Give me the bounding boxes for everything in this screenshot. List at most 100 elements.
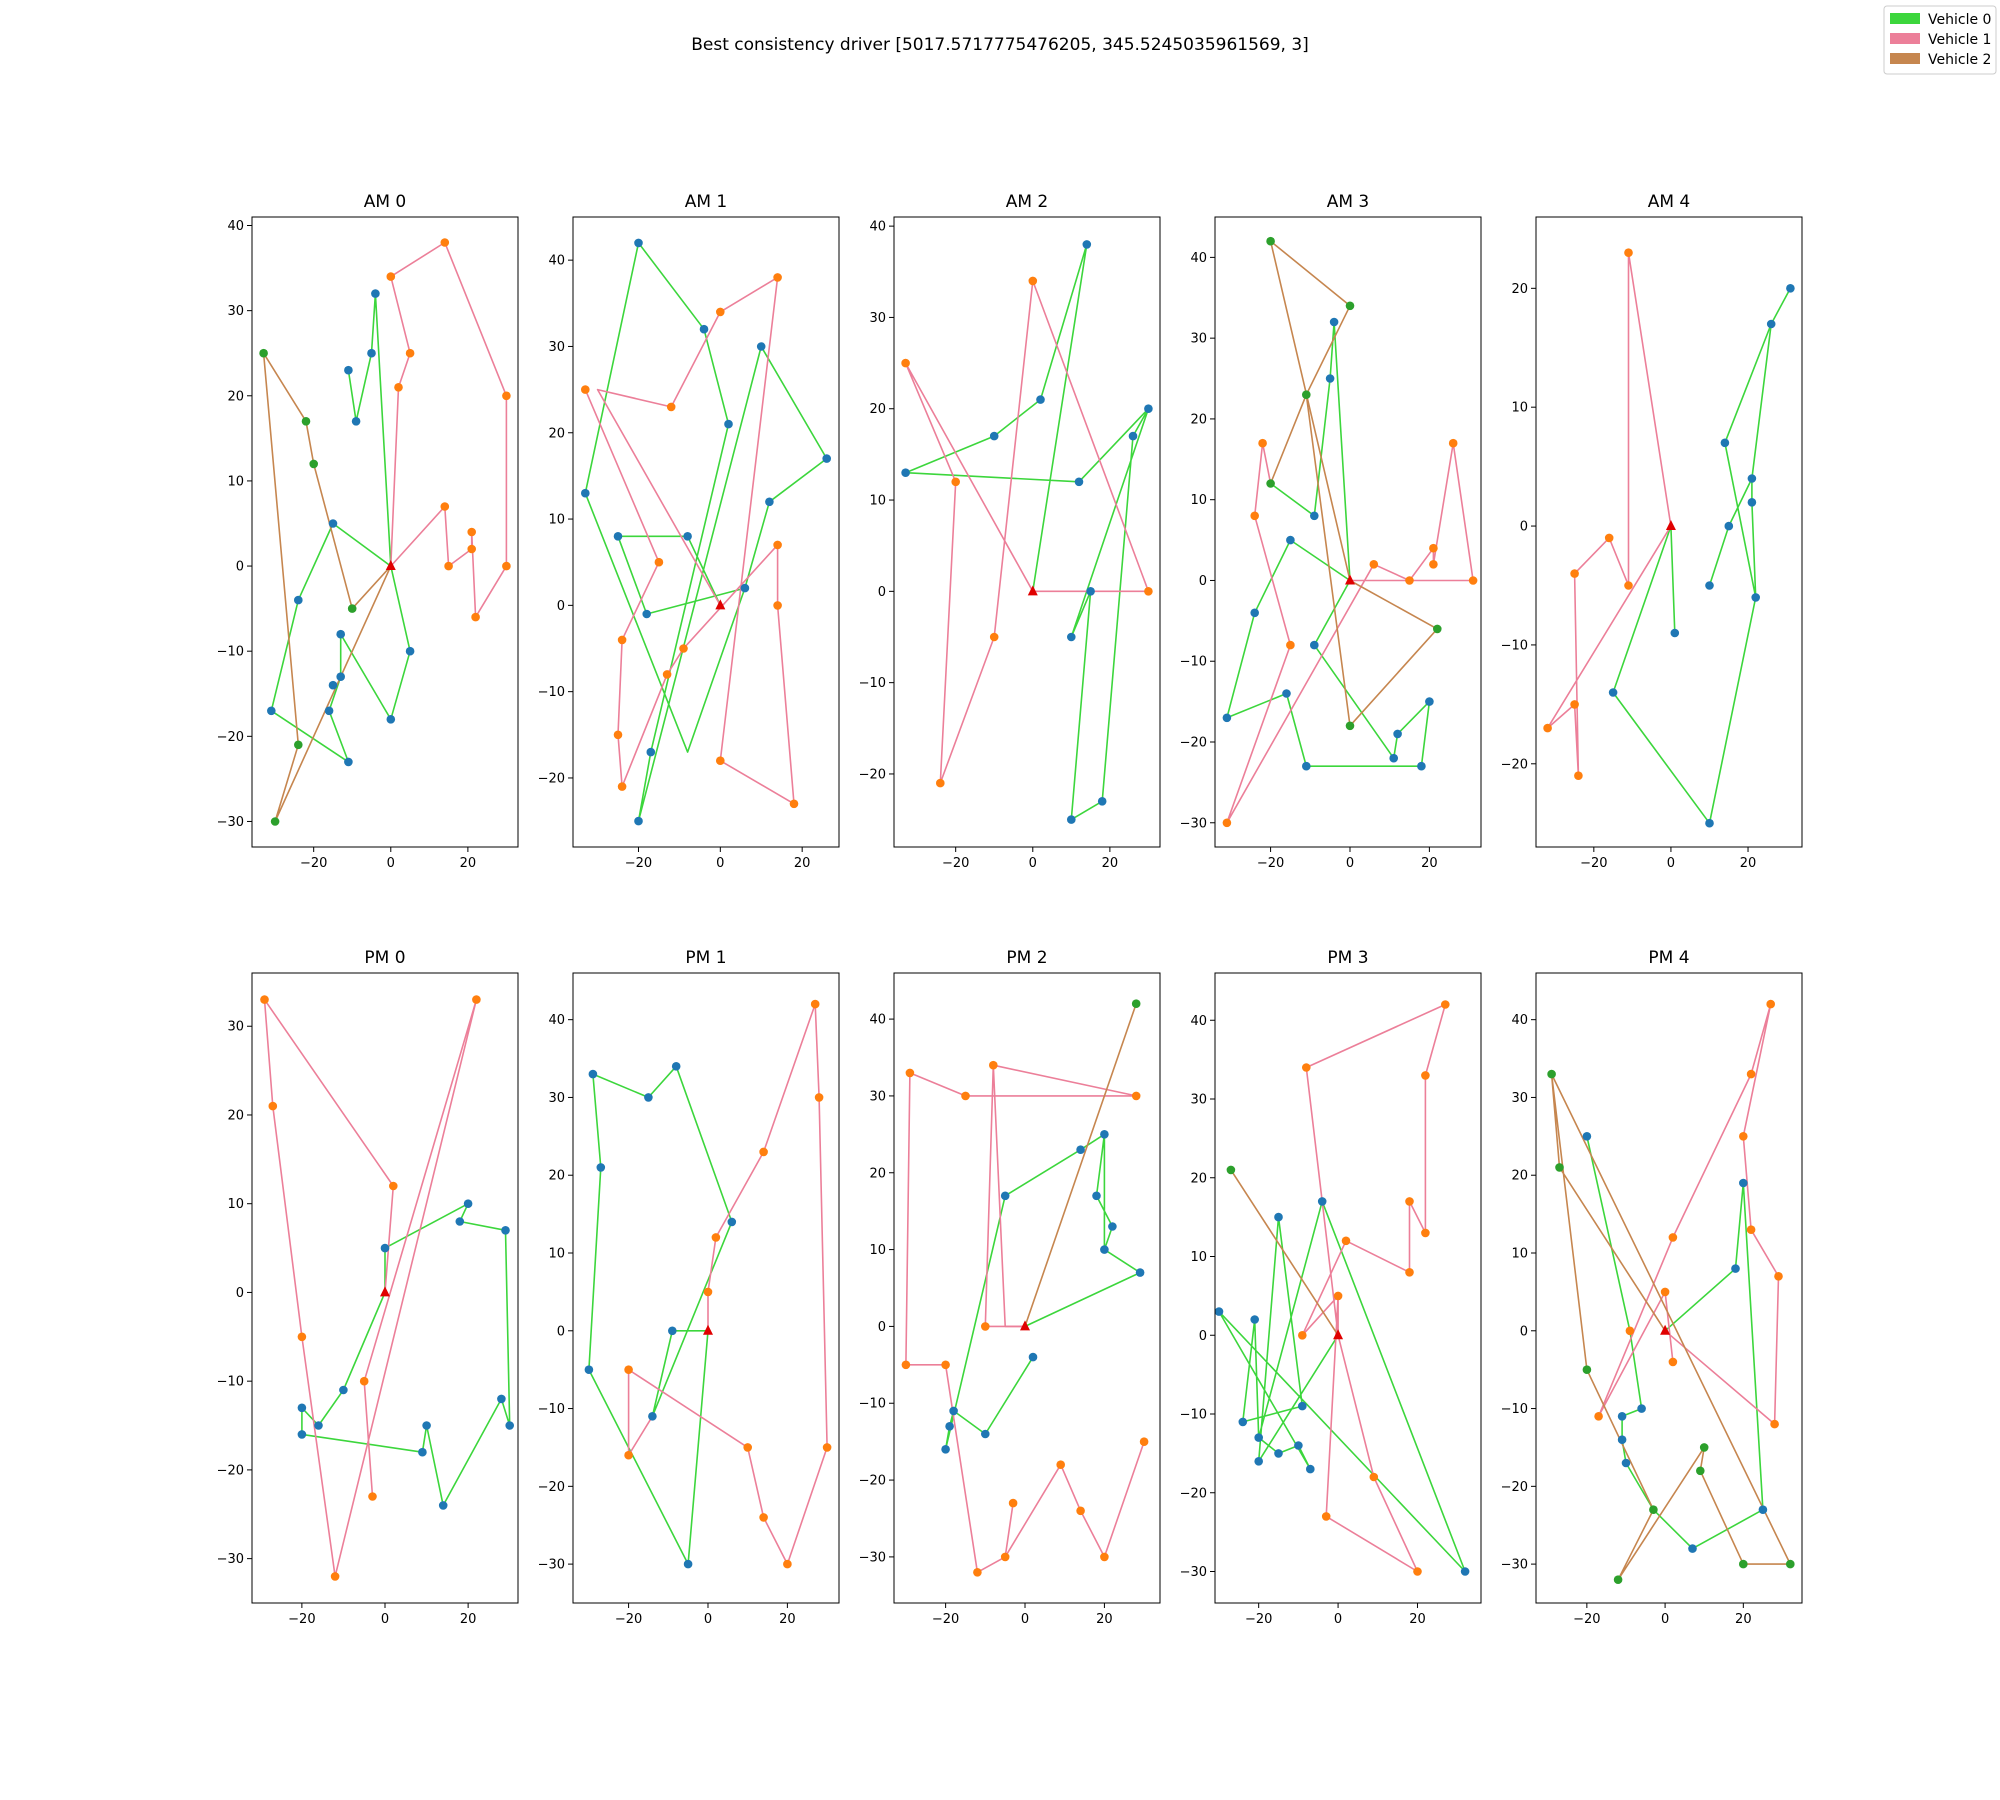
- customer-point: [743, 1443, 752, 1452]
- customer-point: [1441, 1000, 1450, 1009]
- customer-point: [648, 1412, 657, 1421]
- customer-point: [1310, 511, 1319, 521]
- customer-point: [1460, 1567, 1470, 1576]
- customer-point: [716, 756, 725, 765]
- x-tick-label: 20: [1102, 856, 1119, 871]
- customer-point: [1000, 1552, 1010, 1562]
- subplot-frame: [572, 972, 840, 1604]
- x-tick-label: −20: [942, 856, 969, 871]
- subplot-title: PM 4: [1648, 948, 1689, 968]
- customer-point: [1056, 1460, 1065, 1469]
- customer-point: [1274, 1449, 1283, 1458]
- customer-point: [1393, 729, 1402, 739]
- customer-point: [1724, 521, 1734, 531]
- x-tick-label: 20: [460, 856, 477, 871]
- customer-point: [644, 1093, 653, 1102]
- customer-point: [1345, 301, 1355, 311]
- y-tick-label: 0: [557, 1324, 565, 1339]
- customer-point: [418, 1447, 427, 1457]
- x-tick-label: −20: [1580, 856, 1607, 871]
- y-tick-label: 20: [1190, 1171, 1207, 1186]
- customer-point: [1751, 593, 1760, 602]
- customer-point: [339, 1385, 348, 1395]
- customer-point: [344, 757, 353, 767]
- customer-point: [1739, 1178, 1748, 1188]
- customer-point: [1226, 1165, 1236, 1175]
- x-tick-label: −20: [615, 1612, 642, 1627]
- y-tick-label: 30: [548, 1091, 565, 1106]
- route-vehicle-0: [1586, 1135, 1764, 1550]
- y-tick-label: 30: [548, 340, 565, 355]
- customer-point: [666, 402, 676, 412]
- customer-point: [1302, 1063, 1311, 1072]
- customer-point: [1341, 1236, 1351, 1246]
- legend: Vehicle 0 Vehicle 1 Vehicle 2: [1883, 5, 1997, 75]
- customer-point: [467, 544, 477, 554]
- x-tick-label: 20: [460, 1612, 477, 1627]
- customer-point: [613, 532, 623, 541]
- customer-point: [1254, 1433, 1263, 1442]
- customer-point: [1405, 1197, 1414, 1206]
- customer-point: [1582, 1132, 1592, 1141]
- y-tick-label: 20: [869, 402, 886, 417]
- y-tick-label: −30: [859, 1550, 886, 1565]
- customer-point: [1000, 1191, 1010, 1201]
- customer-point: [1574, 771, 1583, 780]
- subplot-frame: [572, 216, 840, 848]
- customer-point: [1660, 1287, 1670, 1297]
- depot-marker: [1333, 1329, 1344, 1340]
- customer-point: [1417, 761, 1426, 771]
- customer-point: [502, 391, 511, 401]
- customer-point: [989, 632, 999, 642]
- customer-point: [624, 1450, 633, 1460]
- customer-point: [1389, 753, 1398, 763]
- x-tick-label: 0: [716, 856, 724, 871]
- customer-point: [1144, 587, 1153, 596]
- customer-point: [1758, 1505, 1768, 1514]
- customer-point: [472, 995, 481, 1004]
- customer-point: [1294, 1441, 1303, 1450]
- customer-point: [1774, 1272, 1783, 1281]
- customer-point: [1766, 319, 1776, 329]
- customer-point: [422, 1421, 431, 1430]
- y-tick-label: 30: [1190, 1093, 1207, 1108]
- y-tick-label: −30: [1501, 1558, 1528, 1573]
- customer-point: [386, 272, 396, 281]
- customer-point: [1570, 700, 1579, 709]
- customer-point: [1617, 1412, 1627, 1421]
- customer-point: [394, 383, 403, 392]
- customer-point: [679, 644, 688, 653]
- x-tick-label: 0: [1021, 1612, 1029, 1627]
- y-tick-label: −20: [859, 767, 886, 782]
- y-tick-label: 20: [1511, 282, 1528, 297]
- customer-point: [347, 604, 357, 613]
- subplot-frame: [893, 216, 1161, 848]
- customer-point: [773, 273, 782, 282]
- customer-point: [945, 1422, 954, 1431]
- subplot-am-3: AM 3 −20 0 20 −30 −20 −10 0 10 20 30 40: [1180, 192, 1482, 871]
- y-tick-label: 10: [1190, 493, 1207, 508]
- x-tick-label: 0: [381, 1612, 389, 1627]
- customer-point: [1786, 1559, 1795, 1569]
- customer-point: [1214, 1307, 1224, 1316]
- customer-point: [765, 497, 774, 507]
- y-tick-label: −10: [217, 645, 244, 660]
- customer-point: [683, 1559, 693, 1569]
- y-tick-label: 10: [548, 513, 565, 528]
- customer-point: [371, 289, 380, 298]
- subplot-pm-3: PM 3 −20 0 20 −30 −20 −10 0 10 20 30 40: [1180, 948, 1482, 1627]
- y-tick-label: −10: [538, 685, 565, 700]
- customer-point: [1310, 640, 1319, 650]
- subplot-grid: AM 0 −20 0 20 −30 −20 −10 0 10 20 30 40 AM 1 −20 0 20 −2…: [217, 192, 1803, 1627]
- customer-point: [1720, 438, 1730, 448]
- customer-point: [1222, 818, 1232, 828]
- x-tick-label: −20: [288, 1612, 315, 1627]
- customer-point: [901, 468, 910, 478]
- y-tick-label: −30: [1180, 1565, 1207, 1580]
- y-tick-label: 30: [1511, 1091, 1528, 1106]
- x-tick-label: 0: [1029, 856, 1037, 871]
- customer-point: [1604, 533, 1614, 543]
- customer-point: [1036, 395, 1045, 404]
- customer-point: [901, 358, 910, 368]
- customer-point: [1543, 723, 1552, 733]
